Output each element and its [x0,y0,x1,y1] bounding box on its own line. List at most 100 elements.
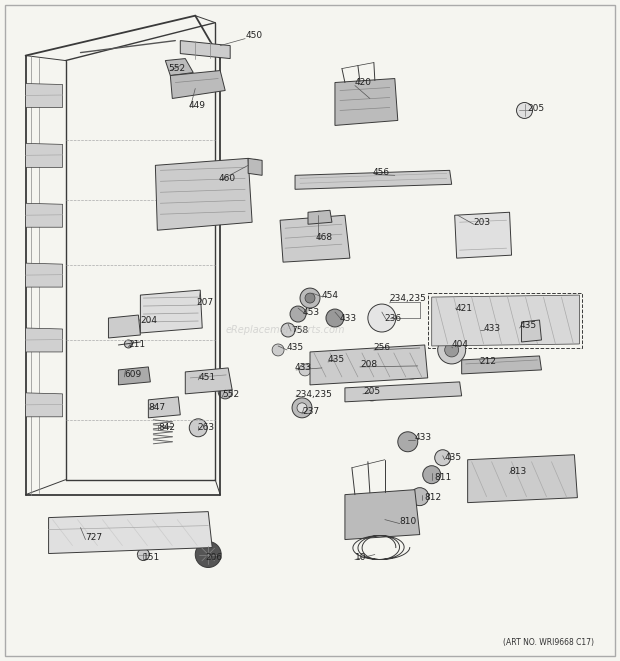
Text: 203: 203 [474,217,491,227]
Polygon shape [454,212,511,258]
Polygon shape [280,215,350,262]
Polygon shape [118,367,151,385]
Circle shape [305,293,315,303]
Circle shape [300,288,320,308]
Text: 552: 552 [168,64,185,73]
Text: 456: 456 [373,168,390,177]
Text: 435: 435 [445,453,462,462]
Text: 552: 552 [222,391,239,399]
Circle shape [438,336,466,364]
Text: 460: 460 [218,174,236,183]
Text: 234,235: 234,235 [390,293,427,303]
Polygon shape [248,159,262,175]
Text: 420: 420 [355,78,372,87]
Polygon shape [295,171,452,189]
Circle shape [249,159,261,171]
Text: 847: 847 [148,403,166,412]
Circle shape [365,387,379,401]
Circle shape [125,340,133,348]
Text: 454: 454 [322,291,339,299]
Polygon shape [25,143,63,167]
Polygon shape [180,40,230,59]
Polygon shape [335,79,398,126]
Circle shape [281,323,295,337]
Text: 842: 842 [158,423,175,432]
Polygon shape [170,71,225,98]
Polygon shape [345,382,462,402]
Text: 433: 433 [484,323,501,332]
Circle shape [218,385,232,399]
Text: 758: 758 [291,325,308,334]
Text: 237: 237 [302,407,319,416]
Text: (ART NO. WRI9668 C17): (ART NO. WRI9668 C17) [503,639,595,647]
Polygon shape [25,393,63,417]
Polygon shape [521,320,541,342]
Text: 449: 449 [188,101,205,110]
Circle shape [189,419,207,437]
Text: 421: 421 [456,303,472,313]
Text: 451: 451 [198,373,215,383]
Text: 151: 151 [143,553,161,562]
Text: 727: 727 [86,533,103,542]
Text: 813: 813 [510,467,527,476]
Circle shape [471,323,489,341]
Circle shape [411,488,429,506]
Polygon shape [25,83,63,108]
Text: 205: 205 [528,104,544,113]
Text: 435: 435 [328,356,345,364]
Text: 263: 263 [197,423,215,432]
Polygon shape [156,159,252,230]
Text: 208: 208 [360,360,377,369]
Circle shape [299,364,311,376]
Polygon shape [308,210,332,224]
Circle shape [297,403,307,413]
Polygon shape [345,490,420,539]
Circle shape [316,356,328,368]
Text: 433: 433 [295,364,312,372]
Circle shape [445,343,459,357]
Circle shape [398,432,418,451]
Polygon shape [310,345,428,385]
Circle shape [326,309,344,327]
Circle shape [368,304,396,332]
Text: 453: 453 [303,307,320,317]
Text: 435: 435 [520,321,537,330]
Text: 811: 811 [435,473,452,482]
Circle shape [403,361,421,379]
Text: 810: 810 [400,517,417,526]
Text: 207: 207 [197,297,213,307]
Circle shape [505,319,526,341]
Text: 236: 236 [385,313,402,323]
Text: eReplacementParts.com: eReplacementParts.com [225,325,345,335]
Text: 450: 450 [245,31,262,40]
Text: 435: 435 [287,344,304,352]
Circle shape [138,549,149,561]
Text: 433: 433 [415,433,432,442]
Text: 204: 204 [140,315,157,325]
Text: 212: 212 [480,358,497,366]
Circle shape [272,344,284,356]
Polygon shape [166,59,193,75]
Polygon shape [467,455,577,502]
Text: 206: 206 [205,553,223,562]
Text: 404: 404 [452,340,469,350]
Polygon shape [25,204,63,227]
Text: 812: 812 [425,493,442,502]
Circle shape [292,398,312,418]
Polygon shape [108,315,140,338]
Text: 609: 609 [125,370,141,379]
Circle shape [314,212,324,221]
Circle shape [290,306,306,322]
Circle shape [423,466,441,484]
Text: 211: 211 [128,340,146,350]
Circle shape [516,102,533,118]
Polygon shape [432,295,580,346]
Polygon shape [148,397,180,418]
Text: 433: 433 [340,313,357,323]
Polygon shape [185,368,232,394]
Text: 205: 205 [363,387,380,397]
Polygon shape [462,356,541,374]
Circle shape [195,541,221,568]
Polygon shape [25,263,63,287]
Text: 256: 256 [374,344,391,352]
